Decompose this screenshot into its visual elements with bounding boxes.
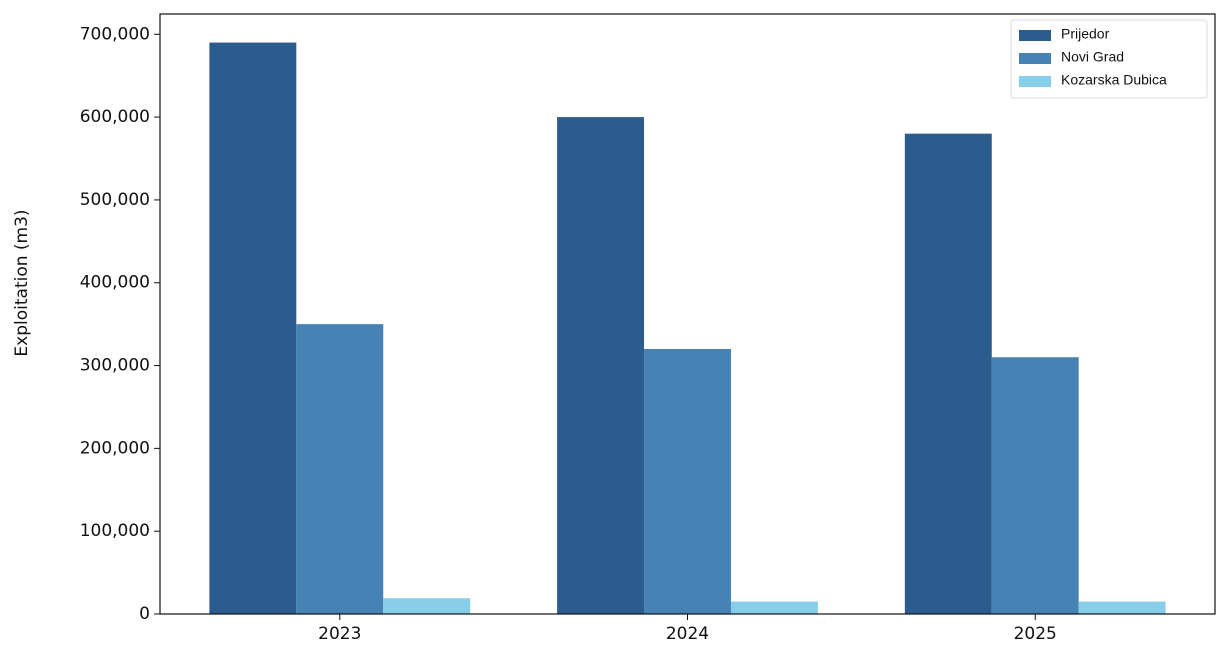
x-tick-label: 2023 <box>318 624 361 644</box>
y-tick-label: 200,000 <box>80 438 150 458</box>
y-tick-label: 0 <box>139 604 150 624</box>
bar <box>991 357 1079 614</box>
x-tick-label: 2025 <box>1014 624 1057 644</box>
y-tick-label: 100,000 <box>80 521 150 541</box>
y-axis-label: Exploitation (m3) <box>12 209 32 356</box>
y-tick-label: 600,000 <box>80 107 150 127</box>
legend-box <box>1010 19 1208 99</box>
legend-label: Prijedor <box>1061 26 1110 42</box>
bar <box>296 324 384 614</box>
bar <box>1078 601 1166 614</box>
bar <box>730 601 818 614</box>
plot-frame <box>159 13 1216 615</box>
bar <box>904 133 992 614</box>
y-tick-label: 300,000 <box>80 356 150 376</box>
y-tick-label: 700,000 <box>80 24 150 44</box>
legend-swatch <box>1019 76 1051 87</box>
legend-label: Novi Grad <box>1061 49 1124 65</box>
bar <box>209 42 297 615</box>
x-tick-label: 2024 <box>666 624 709 644</box>
y-tick-label: 400,000 <box>80 273 150 293</box>
legend-swatch <box>1019 53 1051 64</box>
legend-swatch <box>1019 30 1051 41</box>
bar <box>644 348 731 614</box>
y-tick-label: 500,000 <box>80 190 150 210</box>
bar <box>557 117 645 614</box>
legend-label: Kozarska Dubica <box>1061 72 1167 88</box>
bar <box>383 598 471 614</box>
